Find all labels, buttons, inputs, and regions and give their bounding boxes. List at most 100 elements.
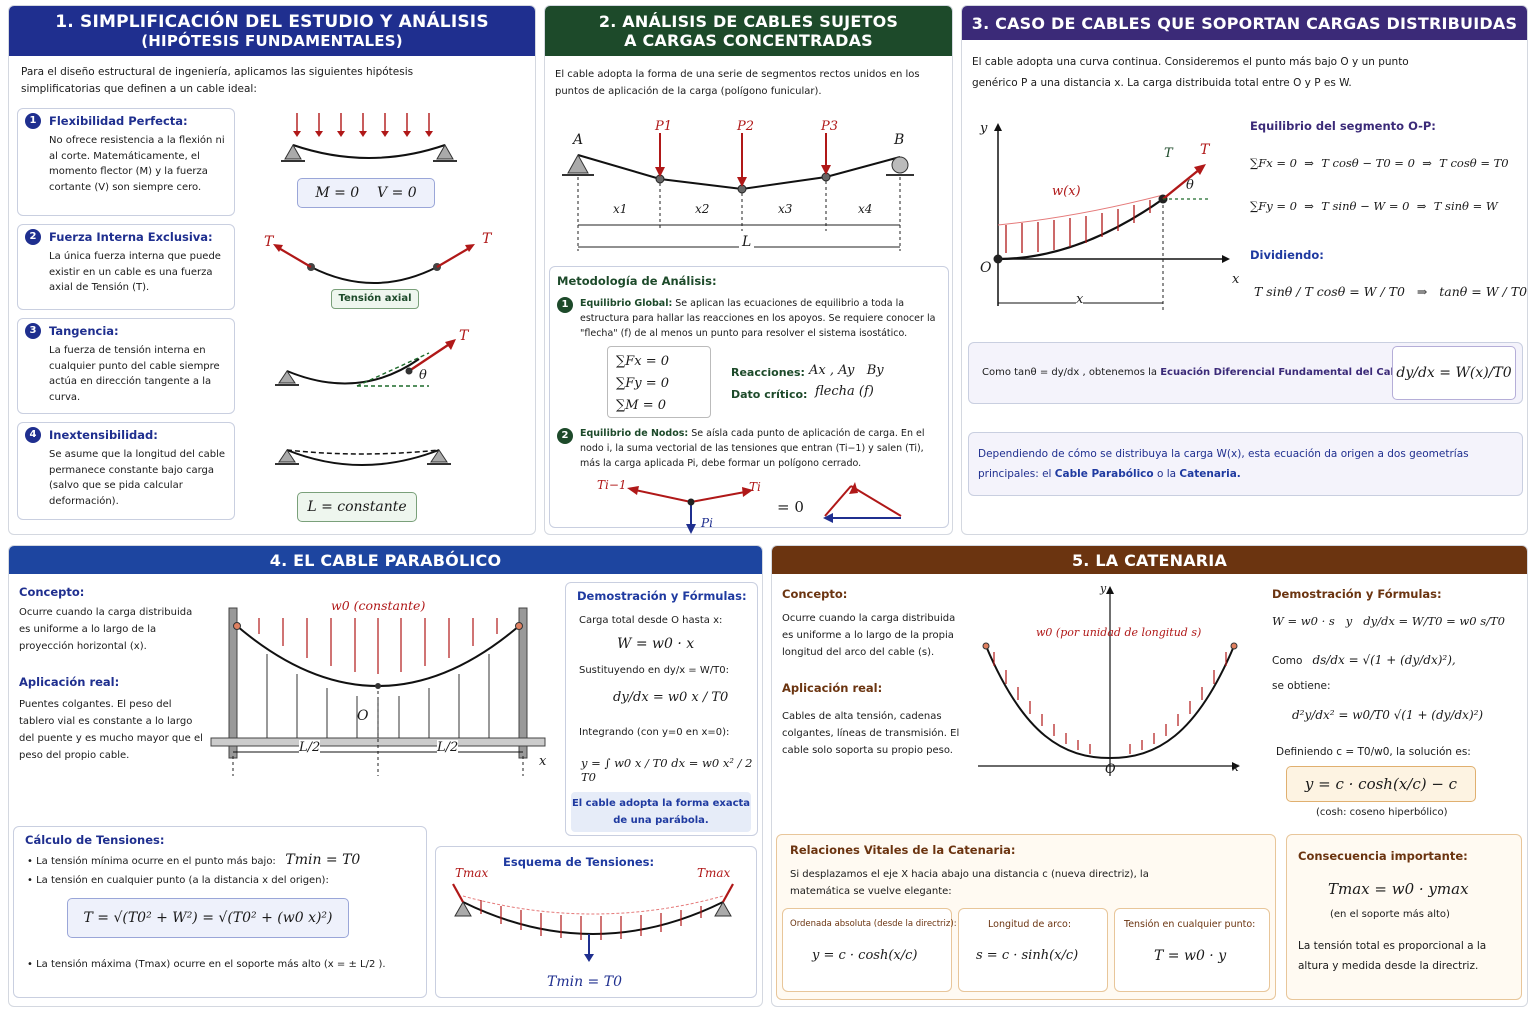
eq-fx: ∑Fx = 0 ⇒ T cosθ − T0 = 0 ⇒ T cosθ = T0 xyxy=(1250,156,1509,170)
panel-4-header: 4. EL CABLE PARABÓLICO xyxy=(9,546,762,574)
p4-x-label: x xyxy=(539,754,547,769)
load-label: w(x) xyxy=(1052,184,1081,199)
hyp-3-theta: θ xyxy=(419,368,427,383)
p4-demo-1-eq: W = w0 · x xyxy=(617,636,695,652)
distributed-diagram xyxy=(993,123,1230,313)
p4-tmax-left: Tmax xyxy=(455,866,489,880)
step-1-badge: 1 xyxy=(557,297,573,313)
hyp-3-title: Tangencia: xyxy=(49,324,119,338)
p4-tension-2-text: La tensión en cualquier punto (a la dist… xyxy=(36,875,329,886)
p4-tmax-right: Tmax xyxy=(697,866,731,880)
panel-catenary: 5. LA CATENARIA Concepto: Ocurre cuando … xyxy=(771,545,1528,1007)
p4-tension-title: Cálculo de Tensiones: xyxy=(25,833,165,847)
hyp-3-text: La fuerza de tensión interna en cualquie… xyxy=(49,345,220,403)
reactions-label: Reacciones: xyxy=(731,366,805,379)
p5-consequence-note: (en el soporte más alto) xyxy=(1330,909,1450,920)
eq-sum-fx: ∑Fx = 0 xyxy=(616,354,670,369)
panel-3-intro: El cable adopta una curva continua. Cons… xyxy=(972,56,1409,89)
eq-m0: M = 0 xyxy=(315,185,360,201)
hyp-2-t-left: T xyxy=(264,234,274,250)
theta-label: θ xyxy=(1186,178,1194,193)
p5-application-title: Aplicación real: xyxy=(782,681,883,695)
geometries-text: Dependiendo de cómo se distribuya la car… xyxy=(978,444,1498,484)
p4-demo-3-eq: y = ∫ w0 x / T0 dx = w0 x² / 2 T0 xyxy=(581,756,753,784)
label-P3: P3 xyxy=(821,119,839,134)
p4-tension-3: • La tensión máxima (Tmax) ocurre en el … xyxy=(27,959,386,970)
hyp-4-text: Se asume que la longitud del cable perma… xyxy=(49,449,226,507)
step-2-title: Equilibrio de Nodos: xyxy=(580,428,689,439)
p4-application-title: Aplicación real: xyxy=(19,675,120,689)
p4-half-span-right: L/2 xyxy=(437,740,459,755)
p5-rel-3-eq: T = w0 · y xyxy=(1154,948,1227,964)
p5-concept-text: Ocurre cuando la carga distribuida es un… xyxy=(782,613,956,658)
p5-rel-3-label: Tensión en cualquier punto: xyxy=(1124,919,1256,930)
p5-load-label: w0 (por unidad de longitud s) xyxy=(1036,626,1202,639)
p4-half-span-left: L/2 xyxy=(299,740,321,755)
p4-demo-1: Carga total desde O hasta x: xyxy=(579,615,723,626)
hyp-3-t: T xyxy=(459,328,469,344)
panel-3-header: 3. CASO DE CABLES QUE SOPORTAN CARGAS DI… xyxy=(962,6,1527,40)
node-diagram xyxy=(627,482,902,534)
label-x4: x4 xyxy=(858,202,873,216)
p5-x-label: x xyxy=(1232,760,1239,774)
divide-label: Dividiendo: xyxy=(1250,248,1324,262)
p4-tension-2-eq: T = √(T0² + W²) = √(T0² + (w0 x)²) xyxy=(67,898,349,938)
geometries-bar xyxy=(968,432,1523,496)
hyp-2-text: La única fuerza interna que puede existi… xyxy=(49,251,221,293)
p4-scheme-title: Esquema de Tensiones: xyxy=(503,855,655,869)
p5-y-label: y xyxy=(1100,582,1107,595)
link-catenary[interactable]: Catenaria. xyxy=(1179,468,1241,480)
p5-demo-2: Como ds/dx = √(1 + (dy/dx)²), xyxy=(1272,652,1456,670)
diff-eq-box: dy/dx = W(x)/T0 xyxy=(1392,346,1516,400)
funicular-diagram xyxy=(562,133,914,251)
hyp-1-badge: 1 xyxy=(25,113,41,129)
tension-label: T xyxy=(1200,142,1210,158)
step-2-badge: 2 xyxy=(557,428,573,444)
panel-1-subtitle: (HIPÓTESIS FUNDAMENTALES) xyxy=(141,32,403,50)
p4-demo-3: Integrando (con y=0 en x=0): xyxy=(579,727,730,738)
panel-1-header: 1. SIMPLIFICACIÓN DEL ESTUDIO Y ANÁLISIS… xyxy=(9,6,535,56)
axis-x-label: x xyxy=(1232,272,1240,287)
tension-scheme-diagram xyxy=(452,883,734,962)
p5-relations-title: Relaciones Vitales de la Catenaria: xyxy=(790,843,1016,857)
p5-application-text: Cables de alta tensión, cadenas colgante… xyxy=(782,711,960,756)
p5-rel-1-label: Ordenada absoluta (desde la directriz): xyxy=(790,919,957,929)
diff-eq-text-a: Como tanθ = dy/dx , obtenemos la xyxy=(982,367,1157,378)
p4-demo-title: Demostración y Fórmulas: xyxy=(577,589,747,603)
panel-5-header: 5. LA CATENARIA xyxy=(772,546,1527,574)
p4-tension-3-text: La tensión máxima (Tmax) ocurre en el so… xyxy=(36,959,386,970)
label-P2: P2 xyxy=(737,119,755,134)
p5-demo-2b: se obtiene: xyxy=(1272,680,1331,692)
link-parabolic[interactable]: Cable Parabólico xyxy=(1054,468,1154,480)
panel-1-title: 1. SIMPLIFICACIÓN DEL ESTUDIO Y ANÁLISIS xyxy=(55,12,489,32)
p5-consequence-eq: Tmax = w0 · ymax xyxy=(1328,880,1469,898)
p4-concept-title: Concepto: xyxy=(19,585,85,599)
label-x1: x1 xyxy=(613,202,628,216)
hyp-4-title: Inextensibilidad: xyxy=(49,428,158,442)
hyp-2-box xyxy=(17,224,235,310)
hyp-1-equation: M = 0 V = 0 xyxy=(297,178,435,208)
p5-demo-6: (cosh: coseno hiperbólico) xyxy=(1316,807,1448,818)
step-2-body: Se aísla cada punto de aplicación de car… xyxy=(580,428,925,469)
label-x2: x2 xyxy=(695,202,710,216)
hyp-1-diagram xyxy=(281,113,457,162)
point-label: T xyxy=(1164,146,1173,161)
step-1-title: Equilibrio Global: xyxy=(580,298,673,309)
p4-concept-text: Ocurre cuando la carga distribuida es un… xyxy=(19,607,193,652)
critical-label: Dato crítico: xyxy=(731,388,808,401)
node-eq-zero: = 0 xyxy=(777,498,804,516)
label-P1: P1 xyxy=(655,119,673,134)
panel-2-intro: El cable adopta la forma de una serie de… xyxy=(555,69,920,97)
p5-concept-title: Concepto: xyxy=(782,587,848,601)
p4-load-label: w0 (constante) xyxy=(331,598,426,613)
eq-v0: V = 0 xyxy=(377,185,417,201)
p5-rel-card-3 xyxy=(1114,908,1270,992)
hyp-3-box xyxy=(17,318,235,414)
hyp-3-diagram xyxy=(275,339,456,387)
panel-5-title: 5. LA CATENARIA xyxy=(1071,550,1228,570)
p5-demo-2-text: Como xyxy=(1272,655,1303,667)
hyp-2-label: Tensión axial xyxy=(331,289,419,309)
p5-demo-1-eq: W = w0 · s y dy/dx = W/T0 = w0 s/T0 xyxy=(1272,614,1505,628)
diff-eq-text-b: Ecuación Diferencial Fundamental del Cab… xyxy=(1160,367,1412,378)
panel-concentrated-loads: 2. ANÁLISIS DE CABLES SUJETOS A CARGAS C… xyxy=(544,5,953,535)
